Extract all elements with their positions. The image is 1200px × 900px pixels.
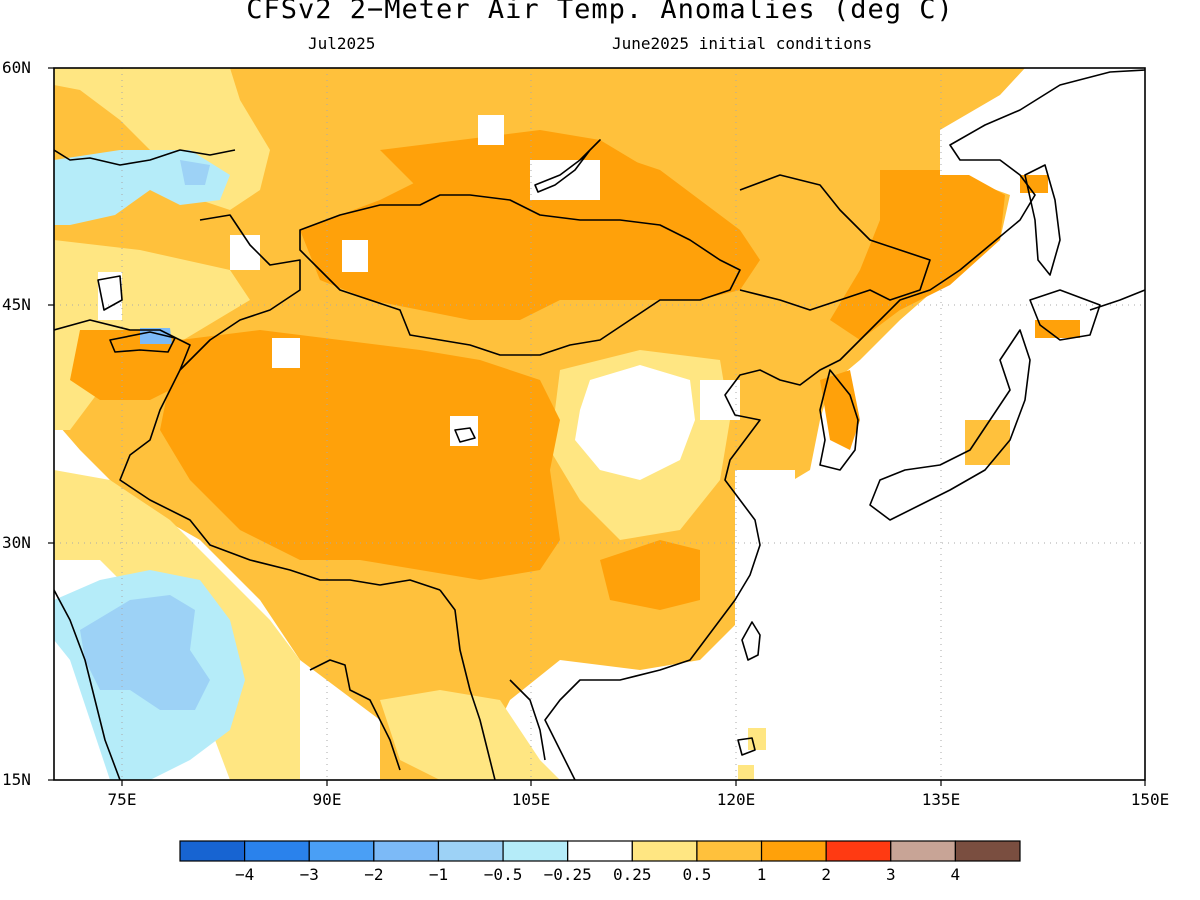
lat-label-45n: 45N (2, 295, 31, 314)
legend-color-box (954, 840, 1021, 862)
masked-cell (272, 338, 300, 368)
legend-color-box (308, 840, 375, 862)
legend-label: 0.5 (682, 865, 712, 884)
legend-color-box (631, 840, 698, 862)
japan-hokkaido (1029, 289, 1101, 341)
anomaly-fields (54, 68, 1145, 780)
legend-color-box (567, 840, 633, 862)
hainan (737, 737, 756, 756)
masked-cell (478, 115, 504, 145)
legend-label: 3 (885, 865, 896, 884)
lon-label-150e: 150E (1130, 790, 1170, 809)
bay-of-bengal (309, 659, 401, 771)
initial-conditions: June2025 initial conditions (612, 34, 873, 53)
qinghai-lake (454, 427, 476, 443)
masked-cell (342, 240, 368, 272)
legend-label: −4 (234, 865, 255, 884)
legend-label: −0.25 (543, 865, 592, 884)
myanmar-border (439, 589, 496, 780)
map-frame (53, 67, 1146, 781)
legend-color-box (179, 840, 246, 862)
lat-label-60n: 60N (2, 58, 31, 77)
legend-color-box (244, 840, 310, 862)
field-1-2-tibet (160, 330, 560, 580)
field-1-2-korea (820, 370, 860, 450)
sakhalin-cell (1020, 175, 1048, 193)
legend-label: 0.25 (613, 865, 652, 884)
legend-color-box (696, 840, 763, 862)
indochina-border (509, 679, 546, 761)
masked-cell (735, 470, 795, 770)
hainan-cell (738, 765, 754, 780)
axis-ticks (48, 67, 1146, 786)
taiwan-cell (748, 728, 766, 750)
legend-label: −2 (364, 865, 384, 884)
japan-honshu (869, 329, 1031, 521)
lon-label-135e: 135E (921, 790, 961, 809)
himalaya-border (54, 319, 191, 371)
color-legend-boxes (179, 840, 1021, 862)
east-asia-coast (544, 69, 1145, 780)
caspian-east (54, 149, 236, 166)
field-1-2-sichuan (600, 540, 700, 610)
india-coast (54, 589, 121, 780)
taiwan (741, 621, 761, 661)
mongolia-border (299, 194, 741, 356)
lon-label-105e: 105E (511, 790, 551, 809)
lat-label-15n: 15N (2, 770, 31, 789)
legend-label: 1 (756, 865, 767, 884)
field-neg-0.5-1-kazakhstan (180, 160, 210, 185)
masked-cell (530, 160, 600, 200)
lake-baikal (534, 139, 601, 193)
legend-label: −0.5 (483, 865, 523, 884)
lon-label-120e: 120E (716, 790, 756, 809)
sakhalin (1024, 164, 1061, 276)
lake-balkhash (109, 331, 176, 353)
coastlines (54, 69, 1145, 780)
russia-china-border (739, 174, 931, 311)
legend-color-box (825, 840, 892, 862)
lon-label-75e: 75E (107, 790, 137, 809)
field-1-2-xinjiang (70, 330, 200, 400)
legend-color-box (373, 840, 440, 862)
legend-label: 2 (821, 865, 831, 884)
legend-label: 4 (950, 865, 961, 884)
field-1-2-mongolia (300, 150, 760, 320)
masked-cell (940, 130, 980, 175)
lon-label-90e: 90E (312, 790, 342, 809)
kamchatka-coast (1089, 289, 1145, 311)
lat-label-30n: 30N (2, 533, 31, 552)
legend-label: −1 (428, 865, 449, 884)
korea-coast (819, 369, 859, 471)
japan-cell (965, 420, 1010, 465)
legend-color-box (890, 840, 956, 862)
legend-color-box (437, 840, 504, 862)
field-near-zero-north-china (575, 365, 695, 480)
legend-label: −3 (299, 865, 319, 884)
field-neg-0.5-1-india (80, 595, 210, 710)
valid-month: Jul2025 (308, 34, 376, 53)
map-title: CFSv2 2−Meter Air Temp. Anomalies (deg C… (246, 0, 954, 25)
field-0.25-0.5-indochina (380, 690, 560, 780)
aral-sea (97, 275, 123, 311)
field-1-2-hokkaido (1035, 320, 1080, 338)
legend-color-box (502, 840, 569, 862)
china-west-border (119, 214, 441, 591)
masked-cell (230, 235, 260, 270)
legend-color-box (760, 840, 827, 862)
